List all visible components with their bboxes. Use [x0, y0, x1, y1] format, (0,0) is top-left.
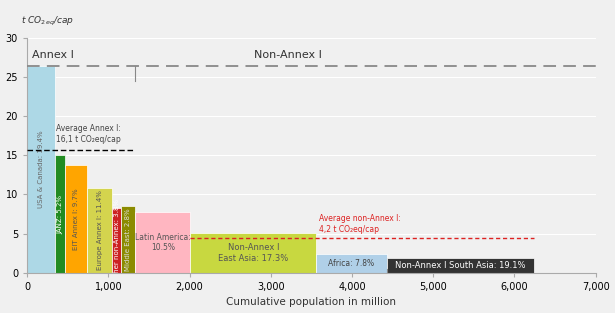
Bar [113, 208, 121, 273]
Text: t CO$_2$$_{eq}$/cap: t CO$_2$$_{eq}$/cap [22, 15, 74, 28]
Text: Annex I: Annex I [32, 50, 74, 60]
Bar [191, 233, 316, 273]
Text: Non-Annex I
East Asia: 17.3%: Non-Annex I East Asia: 17.3% [218, 243, 288, 263]
Bar [55, 155, 65, 273]
Text: Average Annex I:
16,1 t CO₂eq/cap: Average Annex I: 16,1 t CO₂eq/cap [57, 124, 121, 144]
Text: Average non-Annex I:
4,2 t CO₂eq/cap: Average non-Annex I: 4,2 t CO₂eq/cap [319, 214, 402, 234]
Text: Latin America:
10.5%: Latin America: 10.5% [135, 233, 191, 252]
Text: Middle East: 2.8%: Middle East: 2.8% [125, 208, 131, 271]
Bar [87, 188, 113, 273]
Text: Non-Annex I: Non-Annex I [255, 50, 322, 60]
X-axis label: Cumulative population in million: Cumulative population in million [226, 297, 396, 307]
Bar [27, 66, 55, 273]
Text: Other non-Annex: 3.8%: Other non-Annex: 3.8% [114, 199, 120, 281]
Bar [387, 258, 534, 273]
Text: EIT Annex I: 9.7%: EIT Annex I: 9.7% [73, 188, 79, 249]
Bar [316, 254, 387, 273]
Bar [135, 212, 190, 273]
Text: Africa: 7.8%: Africa: 7.8% [328, 259, 375, 268]
Text: Non-Annex I South Asia: 19.1%: Non-Annex I South Asia: 19.1% [395, 261, 526, 270]
Text: USA & Canada: 19.4%: USA & Canada: 19.4% [38, 131, 44, 208]
Bar [121, 206, 135, 273]
Text: JANZ: 5.2%: JANZ: 5.2% [57, 195, 63, 233]
Bar [65, 165, 87, 273]
Text: Europe Annex I: 11.4%: Europe Annex I: 11.4% [97, 191, 103, 270]
